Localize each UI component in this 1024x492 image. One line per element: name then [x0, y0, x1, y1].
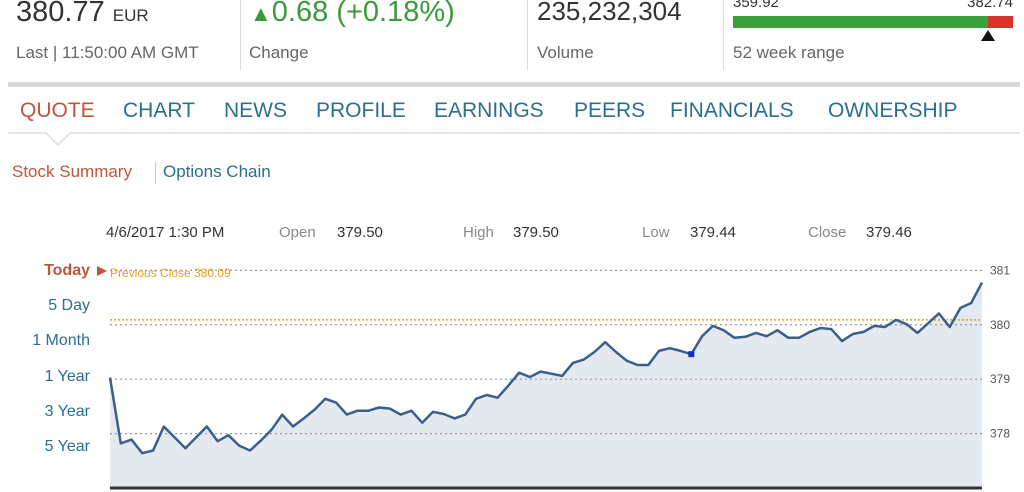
tab[interactable]: PEERS — [574, 99, 646, 122]
volume-label: Volume — [537, 43, 594, 62]
range-button[interactable]: Today — [44, 262, 90, 279]
y-tick-label: 378 — [990, 427, 1010, 441]
info-value: 379.50 — [337, 224, 383, 241]
change: ▲0.68 (+0.18%) — [250, 0, 455, 29]
hover-marker — [688, 351, 695, 358]
y-tick-label: 379 — [990, 372, 1010, 386]
change-label: Change — [249, 43, 309, 62]
info-value: 379.44 — [690, 224, 736, 241]
range-label: 52 week range — [733, 43, 845, 62]
area — [110, 282, 982, 488]
range-button[interactable]: 1 Year — [44, 368, 90, 385]
separator — [527, 0, 528, 70]
volume: 235,232,304 — [537, 0, 682, 26]
info-label: Open — [279, 224, 316, 241]
tab[interactable]: EARNINGS — [434, 99, 544, 122]
subtab[interactable]: Options Chain — [163, 162, 271, 181]
info-value: 379.50 — [513, 224, 559, 241]
divider — [8, 82, 1020, 87]
tab[interactable]: NEWS — [224, 99, 287, 122]
range-button[interactable]: 1 Month — [32, 332, 90, 349]
range-button[interactable]: 5 Year — [44, 438, 90, 455]
range-today-marker — [97, 266, 107, 276]
price: 380.77 EUR — [16, 0, 149, 29]
separator — [155, 162, 156, 184]
separator — [723, 0, 724, 70]
last-time: Last | 11:50:00 AM GMT — [16, 43, 199, 62]
range-button[interactable]: 3 Year — [44, 403, 90, 420]
subtab[interactable]: Stock Summary — [12, 162, 132, 181]
info-value: 379.46 — [866, 224, 912, 241]
y-tick-label: 381 — [990, 263, 1010, 277]
info-label: Low — [642, 224, 670, 241]
range-button[interactable]: 5 Day — [48, 297, 90, 314]
tab[interactable]: OWNERSHIP — [828, 99, 958, 122]
tab[interactable]: FINANCIALS — [670, 99, 794, 122]
price-value: 380.77 — [16, 0, 105, 28]
range-high: 382.74 — [967, 0, 1013, 11]
tab[interactable]: QUOTE — [20, 99, 95, 122]
range-bar — [733, 16, 988, 28]
tab[interactable]: CHART — [123, 99, 195, 122]
currency: EUR — [112, 6, 149, 25]
range-marker — [981, 30, 995, 41]
change-value: 0.68 (+0.18%) — [271, 0, 455, 28]
price-line — [108, 281, 984, 455]
info-label: High — [463, 224, 494, 241]
separator — [240, 0, 241, 70]
range-low: 359.92 — [733, 0, 779, 11]
y-tick-label: 380 — [990, 318, 1010, 332]
previous-close-label: Previous Close 380.09 — [110, 266, 231, 280]
tab[interactable]: PROFILE — [316, 99, 406, 122]
info-date: 4/6/2017 1:30 PM — [106, 224, 225, 241]
info-label: Close — [808, 224, 847, 241]
range-bar-end — [988, 16, 1013, 28]
tab-underline — [8, 132, 1020, 147]
